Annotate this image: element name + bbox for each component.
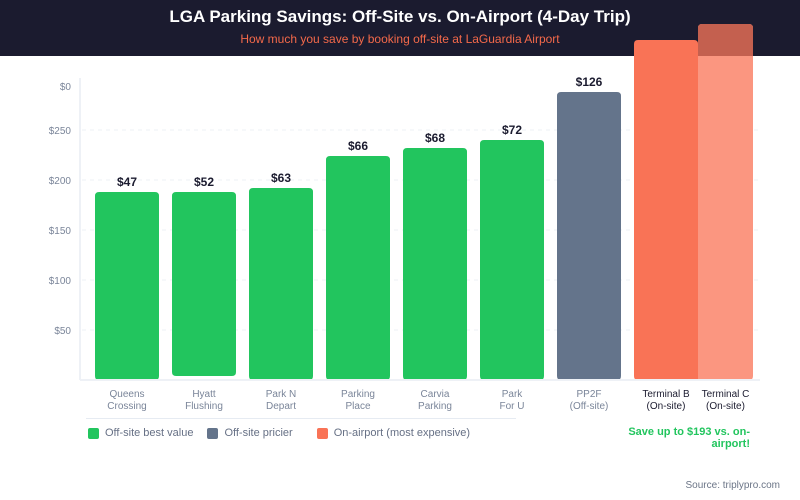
data-labels: $47 $52 $63 $66 $68 $72 $126 [117, 75, 603, 189]
x-tick-label: Carvia [421, 389, 450, 400]
data-label: $52 [194, 175, 214, 189]
x-tick-label: (Off-site) [570, 401, 609, 412]
legend-swatch-best-value [88, 427, 99, 439]
x-tick-label: Parking [341, 389, 375, 400]
header-banner: LGA Parking Savings: Off-Site vs. On-Air… [0, 0, 800, 56]
x-tick-label: Hyatt [192, 389, 216, 400]
data-label: $72 [502, 123, 522, 137]
bar-park-n-depart [249, 188, 313, 380]
bar-pp2f-off-site [557, 92, 621, 380]
x-tick-label: For U [500, 401, 525, 412]
legend-swatch-on-airport [316, 427, 328, 439]
legend-item-pricier: Off-site pricier [207, 427, 293, 439]
legend-label: Off-site pricier [224, 427, 293, 439]
legend-label: On-airport (most expensive) [333, 427, 471, 439]
data-label: $126 [576, 75, 603, 89]
data-label: $68 [425, 131, 445, 145]
x-tick-label: Place [345, 401, 370, 412]
x-tick-label: Depart [266, 401, 296, 412]
y-tick-label: $100 [49, 276, 72, 287]
x-tick-label: Terminal B [642, 389, 690, 400]
x-tick-label: Crossing [107, 401, 146, 412]
x-tick-label: Terminal C [702, 389, 750, 400]
x-tick-label: Parking [418, 401, 452, 412]
data-label: $66 [348, 139, 368, 153]
x-tick-label: Queens [109, 389, 144, 400]
savings-annotation: Save up to $193 vs. on-airport! [628, 426, 750, 450]
bar-overlay-header [698, 24, 753, 56]
y-tick-label: $150 [49, 226, 72, 237]
y-tick-label: $0 [60, 82, 72, 93]
x-tick-label: (On-site) [647, 401, 686, 412]
legend-item-best-value: Off-site best value [88, 427, 193, 439]
bars [95, 24, 753, 380]
y-axis: $0 $250 $200 $150 $100 $50 [49, 78, 81, 380]
legend-item-on-airport: On-airport (most expensive) [316, 427, 471, 439]
chart-title: LGA Parking Savings: Off-Site vs. On-Air… [169, 7, 631, 26]
bar-park-for-u [480, 140, 544, 380]
data-label: $63 [271, 171, 291, 185]
bar-hyatt-flushing [172, 192, 236, 376]
legend-swatch-pricier [207, 427, 219, 439]
y-tick-label: $250 [49, 126, 72, 137]
x-tick-label: Park [502, 389, 524, 400]
bar-terminal-b-on-site [634, 40, 698, 380]
y-tick-label: $200 [49, 176, 72, 187]
x-tick-label: Flushing [185, 401, 223, 412]
data-label: $47 [117, 175, 137, 189]
bar-queens-crossing [95, 192, 159, 380]
legend-label: Off-site best value [105, 427, 194, 439]
legend-divider [86, 418, 516, 419]
y-tick-label: $50 [54, 326, 71, 337]
x-tick-label: Park N [266, 389, 297, 400]
legend: Off-site best value Off-site pricier On-… [88, 426, 470, 440]
x-tick-label: (On-site) [706, 401, 745, 412]
x-tick-label: PP2F [576, 389, 601, 400]
chart-subtitle: How much you save by booking off-site at… [240, 32, 560, 46]
bar-terminal-c-on-site [698, 24, 753, 380]
source-credit: Source: triplypro.com [685, 480, 780, 491]
bar-carvia-parking [403, 148, 467, 380]
bar-parking-place [326, 156, 390, 380]
